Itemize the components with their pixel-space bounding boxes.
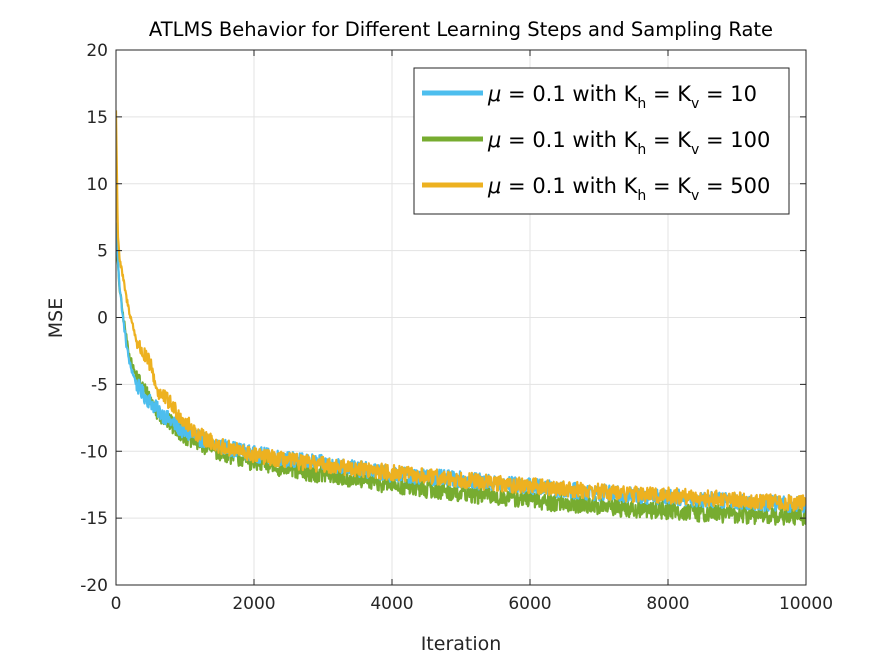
legend: μ = 0.1 with Kh = Kv = 10 μ = 0.1 with Kh…	[413, 67, 790, 215]
y-tick-label: 15	[86, 108, 108, 128]
x-tick-label: 6000	[508, 594, 551, 614]
series-layer	[116, 110, 806, 526]
y-tick-label: 0	[97, 309, 108, 329]
y-axis-label: MSE	[45, 298, 67, 338]
legend-entry: μ = 0.1 with Kh = Kv = 10	[487, 82, 757, 112]
y-tick-label: -5	[91, 375, 108, 395]
x-axis-label: Iteration	[421, 633, 502, 655]
x-tick-label: 10000	[779, 594, 833, 614]
y-tick-label: -10	[80, 442, 108, 462]
y-tick-label: 20	[86, 41, 108, 61]
axis-ticks: 0 2000 4000 6000 8000 10000 20 15 10 5 0 -5 -10 -15 -2…	[80, 41, 833, 614]
x-tick-label: 0	[111, 594, 122, 614]
y-tick-label: -20	[80, 576, 108, 596]
series-line	[116, 233, 806, 526]
y-tick-label: -15	[80, 509, 108, 529]
x-tick-label: 2000	[232, 594, 275, 614]
series-line	[116, 110, 806, 512]
legend-entry: μ = 0.1 with Kh = Kv = 500	[487, 174, 770, 204]
y-tick-label: 10	[86, 175, 108, 195]
x-tick-label: 4000	[370, 594, 413, 614]
legend-entry: μ = 0.1 with Kh = Kv = 100	[487, 128, 770, 158]
x-tick-label: 8000	[646, 594, 689, 614]
y-tick-label: 5	[97, 242, 108, 262]
chart-title: ATLMS Behavior for Different Learning St…	[149, 18, 773, 41]
